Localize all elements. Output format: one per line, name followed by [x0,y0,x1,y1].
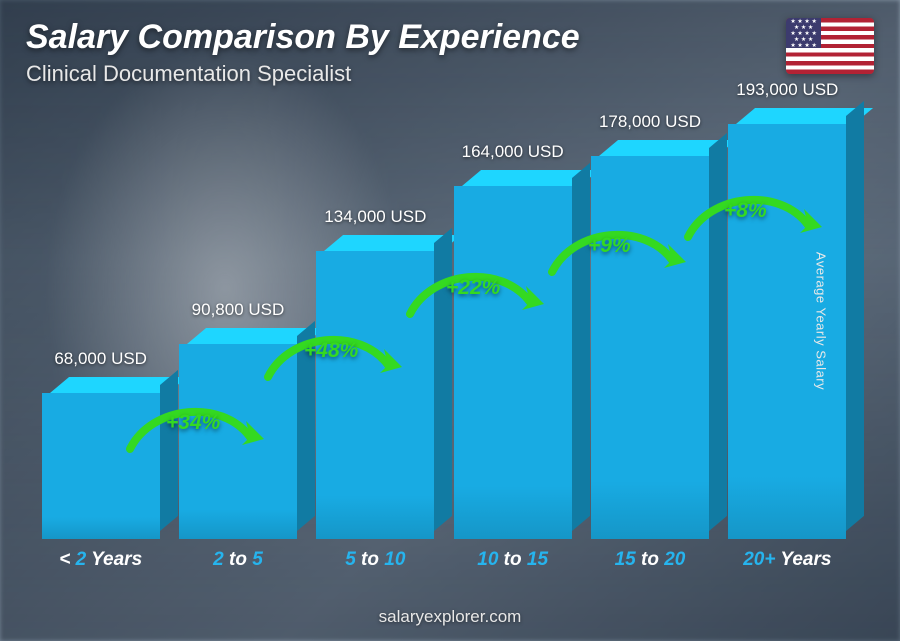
bar-value-label: 134,000 USD [324,207,426,227]
chart-area: 68,000 USD 90,800 USD 134,000 USD 164,000 U… [38,100,850,571]
page-title: Salary Comparison By Experience [26,18,874,57]
bar-group: 90,800 USD [175,100,300,539]
bar [728,108,846,539]
bar-value-label: 178,000 USD [599,112,701,132]
bar [316,235,434,539]
bar-front-face [316,251,434,539]
bar-front-face [728,124,846,539]
bar-group: 178,000 USD [587,100,712,539]
bar-front-face [454,186,572,539]
bar-value-label: 68,000 USD [54,349,147,369]
categories-container: < 2 Years 2 to 5 5 to 10 10 to 15 15 to 20 20… [38,549,850,571]
bar-side-face [846,101,864,531]
flag-us-icon [786,18,874,74]
header: Salary Comparison By Experience Clinical… [26,18,874,87]
category-label: 2 to 5 [175,549,300,571]
page-subtitle: Clinical Documentation Specialist [26,61,874,87]
bar-group: 68,000 USD [38,100,163,539]
flag-canton [786,18,821,48]
bar [454,170,572,539]
y-axis-label: Average Yearly Salary [813,251,828,389]
bar-front-face [591,156,709,539]
bar-group: 193,000 USD [725,100,850,539]
bar [591,140,709,539]
category-label: 10 to 15 [450,549,575,571]
bar-front-face [179,344,297,539]
footer-attribution: salaryexplorer.com [0,607,900,627]
bar [179,328,297,539]
bar-value-label: 90,800 USD [192,300,285,320]
category-label: 5 to 10 [313,549,438,571]
bar-front-face [42,393,160,539]
category-label: 15 to 20 [587,549,712,571]
bar-group: 134,000 USD [313,100,438,539]
bar-group: 164,000 USD [450,100,575,539]
bar [42,377,160,539]
bars-container: 68,000 USD 90,800 USD 134,000 USD 164,000 U… [38,100,850,539]
category-label: < 2 Years [38,549,163,571]
bar-value-label: 164,000 USD [462,142,564,162]
category-label: 20+ Years [725,549,850,571]
